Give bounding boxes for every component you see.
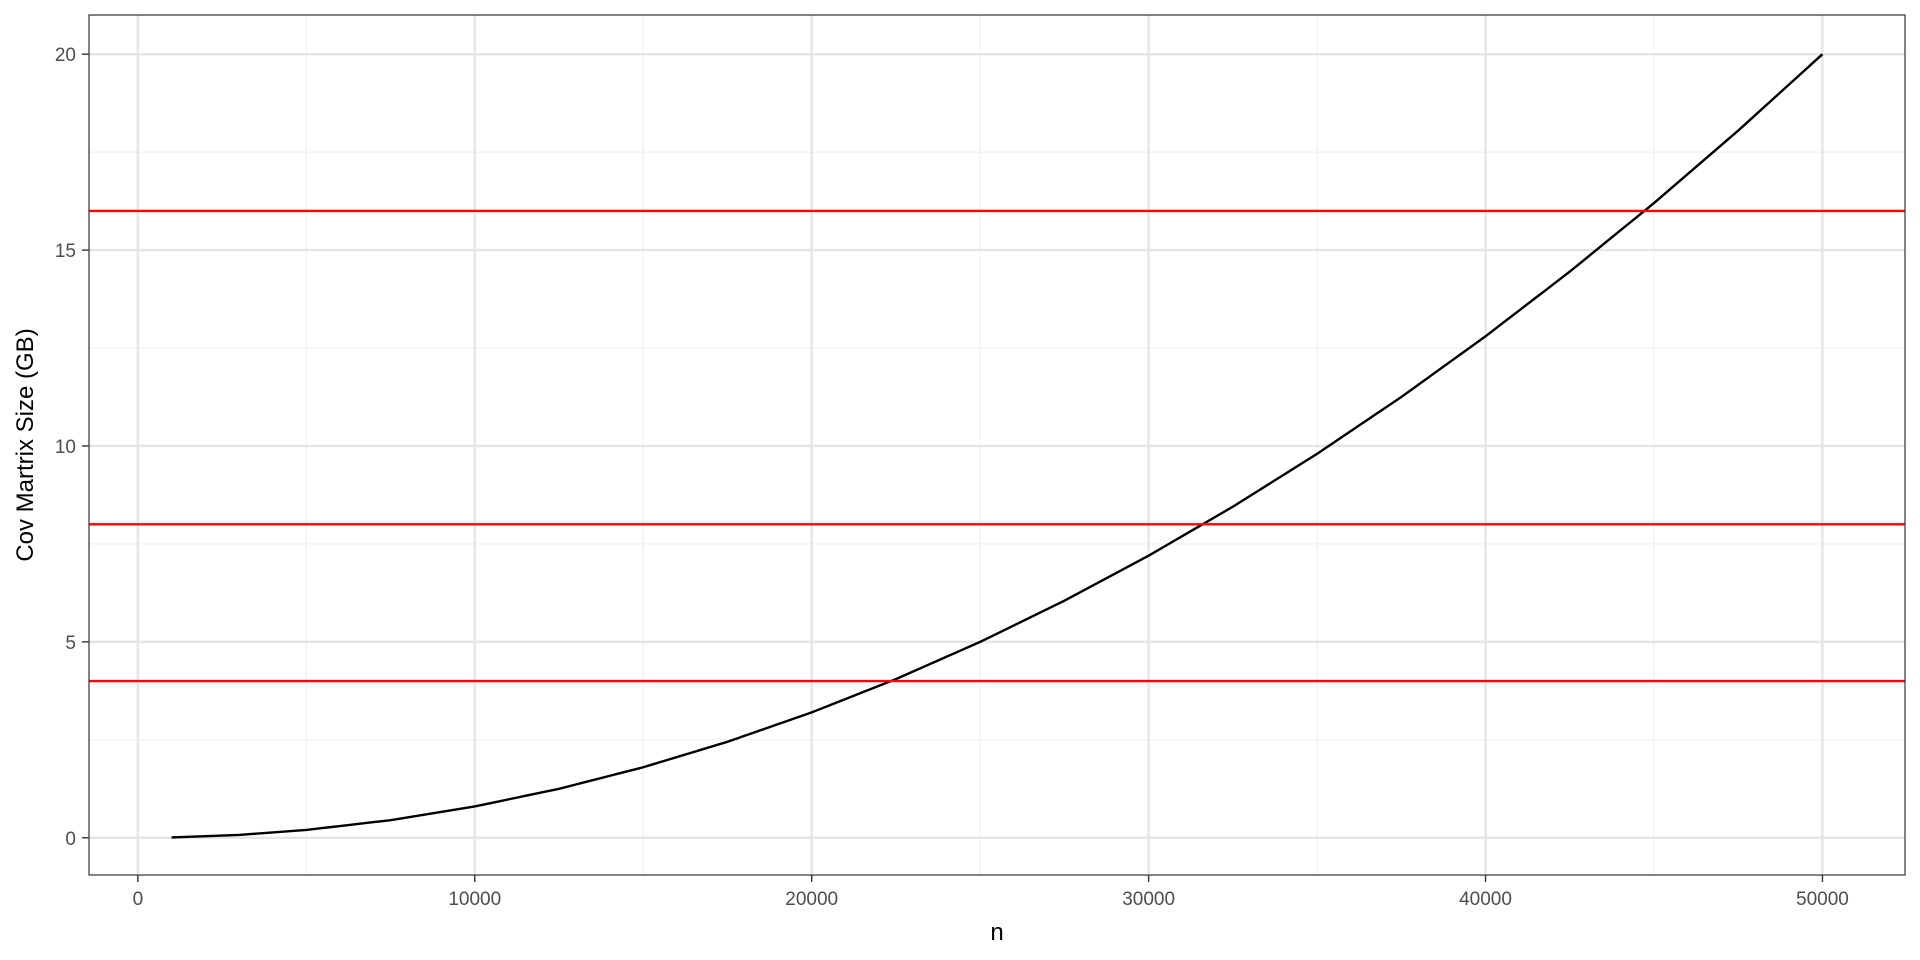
y-axis-title: Cov Martrix Size (GB) (12, 328, 39, 561)
y-tick-label: 10 (55, 437, 76, 458)
y-tick-label: 20 (55, 45, 76, 66)
x-tick-label: 0 (133, 889, 144, 910)
y-tick-label: 0 (65, 829, 76, 850)
reference-lines (89, 209, 1905, 683)
x-tick-label: 10000 (448, 889, 501, 910)
series-layer (171, 53, 1824, 839)
x-tick-label: 30000 (1122, 889, 1175, 910)
axis-ticks (82, 53, 1824, 882)
major-gridlines (89, 15, 1905, 875)
x-tick-label: 20000 (785, 889, 838, 910)
series-line (171, 53, 1824, 839)
panel-border (88, 14, 1906, 876)
y-tick-label: 5 (65, 633, 76, 654)
x-tick-label: 50000 (1796, 889, 1849, 910)
axis-tick-labels: 0 10000 20000 30000 40000 50000 0 5 10 15 20 (55, 45, 1849, 910)
x-axis-title: n (990, 919, 1003, 946)
x-tick-label: 40000 (1459, 889, 1512, 910)
y-tick-label: 15 (55, 241, 76, 262)
